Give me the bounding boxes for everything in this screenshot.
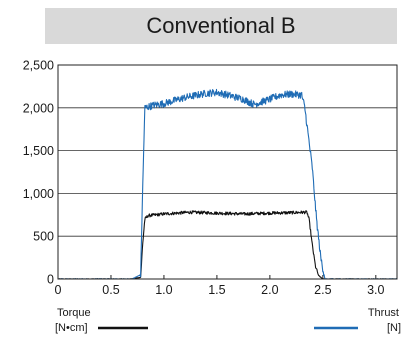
y-tick-label: 1,000: [23, 187, 54, 201]
y-tick-label: 2,000: [23, 101, 54, 115]
legend-label-torque: Torque: [57, 307, 91, 319]
chart-title-bar: Conventional B: [45, 8, 397, 44]
x-tick-label: 0.5: [102, 283, 119, 297]
legend-unit-thrust: [N]: [387, 322, 401, 334]
y-axis-ticks: 0 500 1,000 1,500 2,000 2,500: [23, 59, 54, 287]
legend: Torque [N•cm] Thrust [N]: [55, 307, 401, 334]
chart-title: Conventional B: [146, 13, 296, 38]
y-tick-label: 0: [47, 273, 54, 287]
x-tick-label: 2.5: [314, 283, 331, 297]
x-tick-label: 0: [55, 283, 62, 297]
series-line-torque: [57, 210, 398, 280]
x-tick-label: 2.0: [261, 283, 278, 297]
grid-lines: [58, 107, 397, 237]
series-lines: [57, 88, 398, 280]
y-tick-label: 2,500: [23, 59, 54, 73]
x-tick-label: 1.0: [155, 283, 172, 297]
y-tick-label: 500: [33, 230, 54, 244]
series-line-thrust: [57, 88, 398, 280]
x-axis-ticks: 0 0.5 1.0 1.5 2.0 2.5 3.0: [55, 275, 385, 297]
x-tick-label: 3.0: [367, 283, 384, 297]
y-tick-label: 1,500: [23, 144, 54, 158]
x-tick-label: 1.5: [208, 283, 225, 297]
legend-unit-torque: [N•cm]: [55, 322, 88, 334]
plot-frame: [57, 64, 398, 280]
legend-label-thrust: Thrust: [368, 307, 399, 319]
